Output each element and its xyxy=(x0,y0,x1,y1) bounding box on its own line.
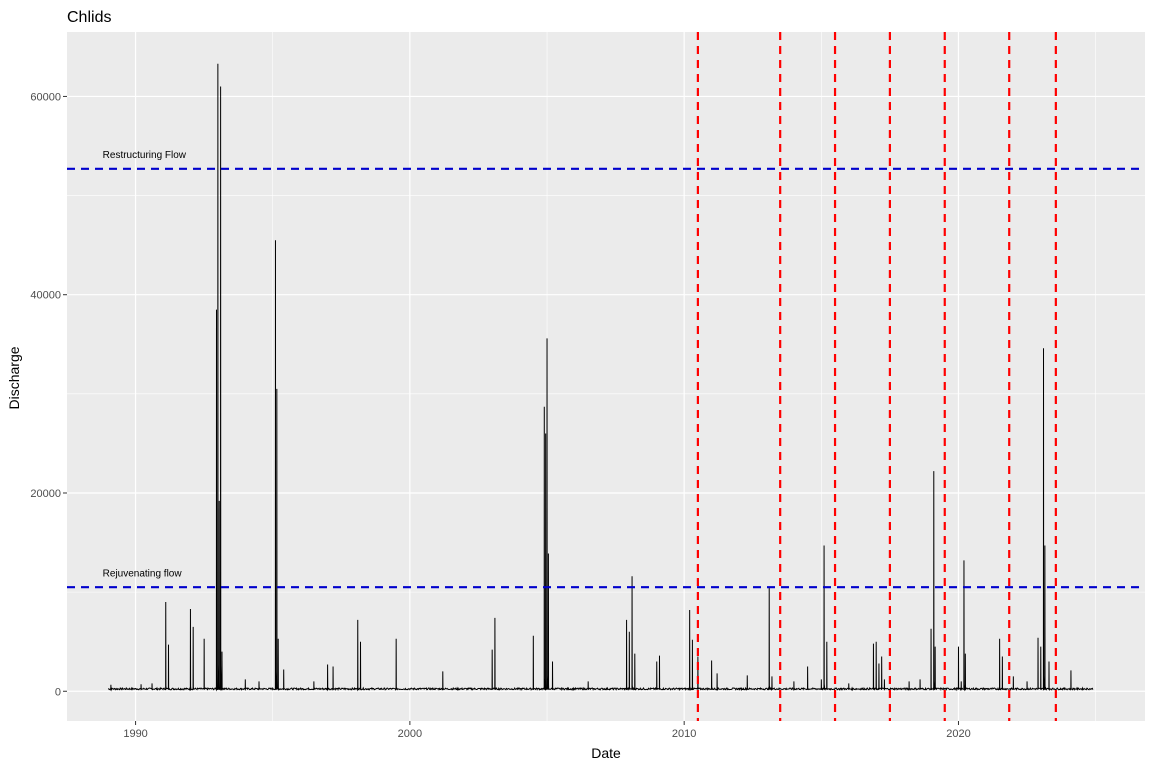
x-axis-title: Date xyxy=(591,745,621,761)
x-tick-label: 2020 xyxy=(946,728,970,740)
threshold-label-1: Rejuvenating flow xyxy=(103,568,183,579)
plot-panel-background xyxy=(67,32,1145,721)
series-layer xyxy=(108,63,1094,692)
x-tick-label: 2000 xyxy=(398,728,422,740)
horizontal-threshold-lines: Restructuring Flow Rejuvenating flow xyxy=(67,150,1145,589)
grid-layer xyxy=(67,32,1145,721)
discharge-series-line xyxy=(108,63,1094,692)
y-tick-label: 40000 xyxy=(30,290,61,302)
y-tick-label: 60000 xyxy=(30,91,61,103)
vertical-event-lines xyxy=(696,32,1057,721)
y-tick-label: 20000 xyxy=(30,488,61,500)
chart-title: Chlids xyxy=(67,9,111,26)
x-axis-ticks: 1990 2000 2010 2020 xyxy=(123,721,971,740)
y-axis-title: Discharge xyxy=(6,346,22,409)
y-tick-label: 0 xyxy=(55,686,61,698)
x-tick-label: 2010 xyxy=(672,728,696,740)
y-axis-ticks: 0 20000 40000 60000 xyxy=(30,91,67,698)
x-tick-label: 1990 xyxy=(123,728,147,740)
threshold-label-0: Restructuring Flow xyxy=(103,150,187,161)
